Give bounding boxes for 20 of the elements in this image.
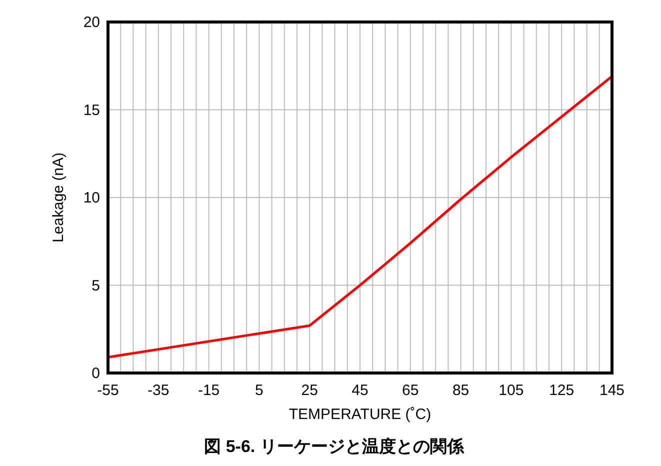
line-series	[106, 75, 614, 358]
y-axis-title: Leakage (nA)	[50, 152, 67, 243]
x-tick-label: 65	[402, 382, 419, 399]
y-tick-label: 20	[83, 14, 100, 31]
x-tick-label: -55	[97, 382, 119, 399]
y-tick-label: 10	[83, 190, 100, 206]
x-tick-label: 85	[452, 382, 470, 399]
x-tick-label: 45	[352, 382, 368, 399]
y-tick-label: 15	[83, 102, 100, 119]
text: 図 5-6. リーケージと温度との関係	[204, 437, 465, 456]
x-tick-label: 105	[498, 382, 524, 399]
x-tick-label: 145	[599, 382, 625, 399]
x-tick-label: -35	[148, 382, 170, 399]
x-tick-label: -15	[198, 382, 220, 399]
x-tick-label: 5	[255, 382, 264, 399]
y-tick-label: 0	[92, 365, 100, 382]
x-tick-label: 125	[549, 382, 574, 399]
y-tick-label: 5	[92, 277, 100, 294]
x-tick-label: 25	[301, 382, 318, 399]
x-axis-title: TEMPERATURE (˚C)	[288, 406, 432, 423]
